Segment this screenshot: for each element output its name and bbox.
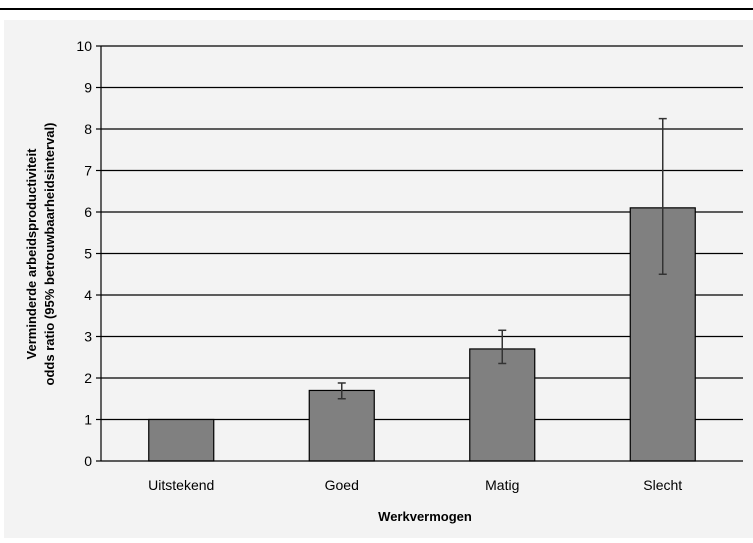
bar-uitstekend xyxy=(148,418,215,462)
y-axis-title-line-1: Verminderde arbeidsproductiviteit xyxy=(24,148,39,360)
x-tick-label-goed: Goed xyxy=(325,477,359,493)
y-tick-label: 4 xyxy=(84,287,92,303)
y-tick-label: 6 xyxy=(84,204,92,220)
y-tick-label: 10 xyxy=(76,38,92,54)
bar-goed xyxy=(308,389,375,462)
y-tick-label: 2 xyxy=(84,370,92,386)
x-axis-title: Werkvermogen xyxy=(378,509,472,524)
x-tick-label-uitstekend: Uitstekend xyxy=(148,477,214,493)
bars xyxy=(148,207,696,462)
y-tick-label: 8 xyxy=(84,121,92,137)
x-tick-labels: Uitstekend Goed Matig Slecht xyxy=(148,477,682,493)
error-bars xyxy=(337,117,667,400)
x-tick-label-matig: Matig xyxy=(485,477,519,493)
y-tick-label: 0 xyxy=(84,453,92,469)
y-axis-title-line-2: odds ratio (95% betrouwbaarheidsinterval… xyxy=(42,123,57,386)
y-tick-label: 7 xyxy=(84,163,92,179)
y-tick-label: 3 xyxy=(84,329,92,345)
y-tick-label: 1 xyxy=(84,412,92,428)
x-tick-label-slecht: Slecht xyxy=(643,477,682,493)
y-tick-label: 9 xyxy=(84,80,92,96)
top-rule xyxy=(0,8,753,10)
bar-matig xyxy=(469,348,536,462)
y-tick-labels: 0 1 2 3 4 5 6 7 8 9 10 xyxy=(76,38,92,469)
axes xyxy=(96,45,743,462)
y-axis-title: Verminderde arbeidsproductiviteit odds r… xyxy=(24,123,57,386)
chart-panel xyxy=(4,20,753,538)
y-tick-label: 5 xyxy=(84,246,92,262)
